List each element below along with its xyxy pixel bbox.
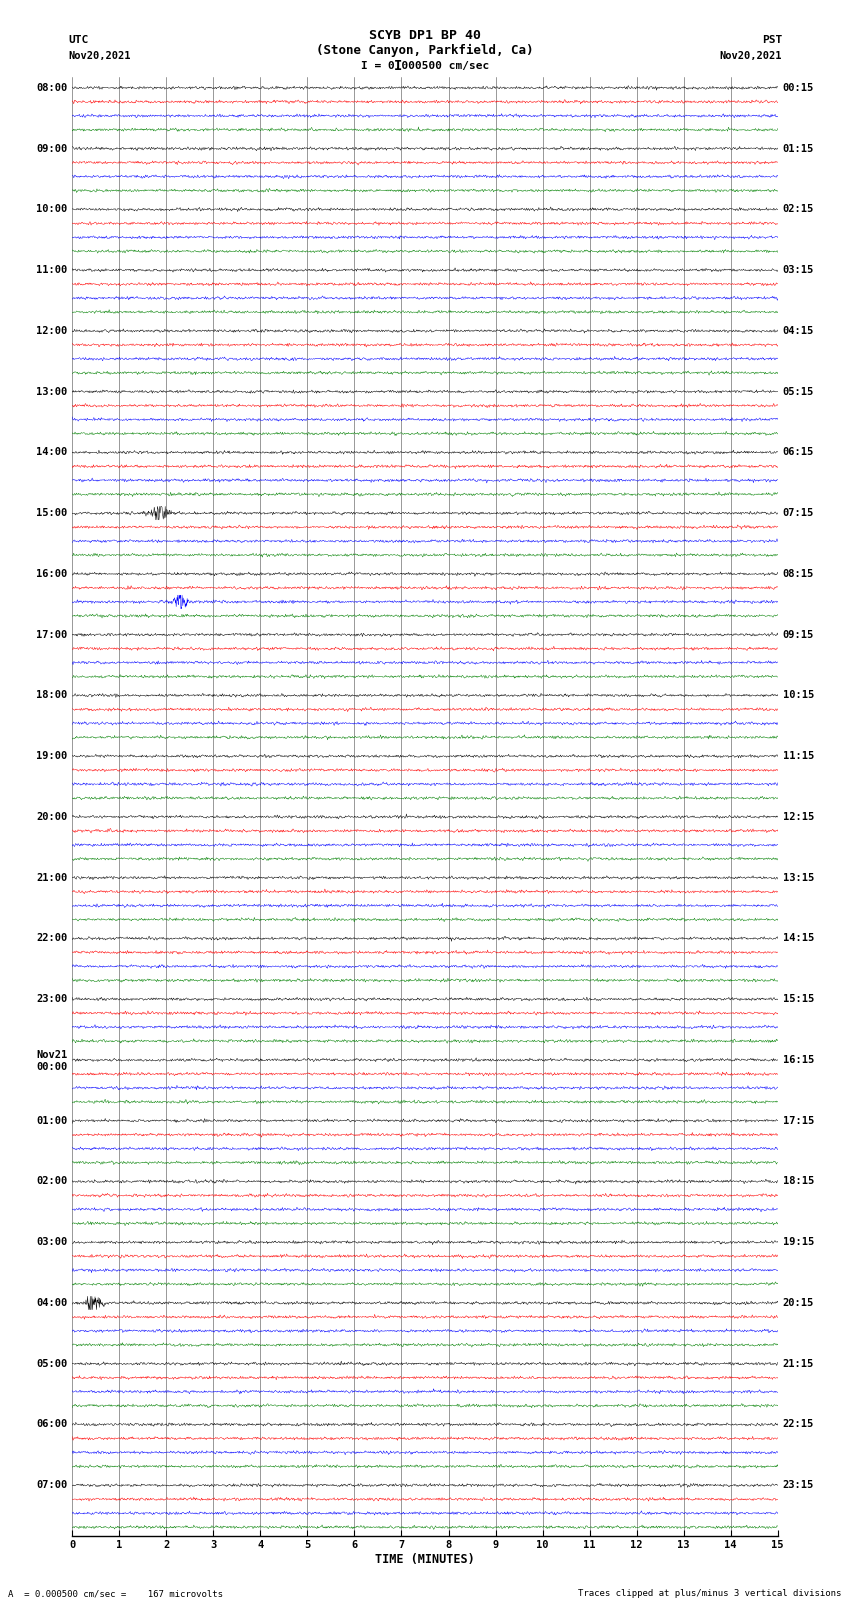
Text: (Stone Canyon, Parkfield, Ca): (Stone Canyon, Parkfield, Ca) [316, 44, 534, 56]
Text: Nov20,2021: Nov20,2021 [719, 52, 782, 61]
Text: A  = 0.000500 cm/sec =    167 microvolts: A = 0.000500 cm/sec = 167 microvolts [8, 1589, 224, 1598]
Text: I = 0.000500 cm/sec: I = 0.000500 cm/sec [361, 61, 489, 71]
Text: PST: PST [762, 35, 782, 45]
X-axis label: TIME (MINUTES): TIME (MINUTES) [375, 1553, 475, 1566]
Text: Traces clipped at plus/minus 3 vertical divisions: Traces clipped at plus/minus 3 vertical … [578, 1589, 842, 1598]
Text: Nov20,2021: Nov20,2021 [68, 52, 131, 61]
Text: I: I [394, 60, 402, 73]
Text: UTC: UTC [68, 35, 88, 45]
Text: SCYB DP1 BP 40: SCYB DP1 BP 40 [369, 29, 481, 42]
